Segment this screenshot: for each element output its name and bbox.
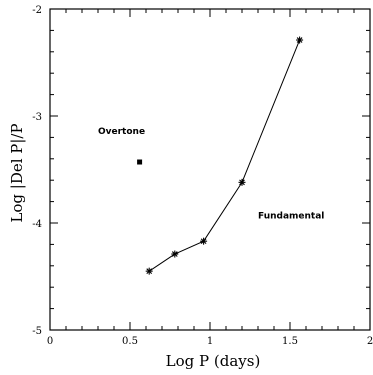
annotation-overtone: Overtone (98, 127, 145, 137)
y-axis-title: Log |Del P|/P (8, 123, 26, 222)
data-point-square (137, 159, 143, 165)
series-fundamental (145, 36, 304, 275)
x-axis-title: Log P (days) (166, 352, 261, 370)
plot-border (49, 8, 371, 331)
axis-ticks (49, 8, 371, 331)
data-point-star (296, 36, 304, 44)
data-point-star (238, 178, 246, 186)
plot-frame (49, 8, 371, 331)
x-tick-label: 1 (207, 336, 213, 347)
y-tick-label: -4 (32, 219, 42, 230)
annotations: Overtone Fundamental (98, 127, 324, 222)
data-point-star (145, 267, 153, 275)
series-overtone (137, 159, 143, 165)
axis-tick-labels: 0 0.5 1 1.5 2 -5 -4 -3 -2 (32, 5, 373, 347)
x-tick-label: 2 (367, 336, 373, 347)
data-series (137, 36, 304, 275)
data-point-star (171, 250, 179, 258)
series-line (148, 39, 301, 272)
x-tick-label: 0.5 (122, 336, 138, 347)
x-tick-label: 0 (47, 336, 53, 347)
data-point-star (200, 237, 208, 245)
y-tick-label: -5 (32, 326, 42, 337)
x-tick-label: 1.5 (282, 336, 298, 347)
annotation-fundamental: Fundamental (258, 212, 324, 222)
y-tick-label: -2 (32, 5, 42, 16)
y-tick-label: -3 (32, 112, 42, 123)
